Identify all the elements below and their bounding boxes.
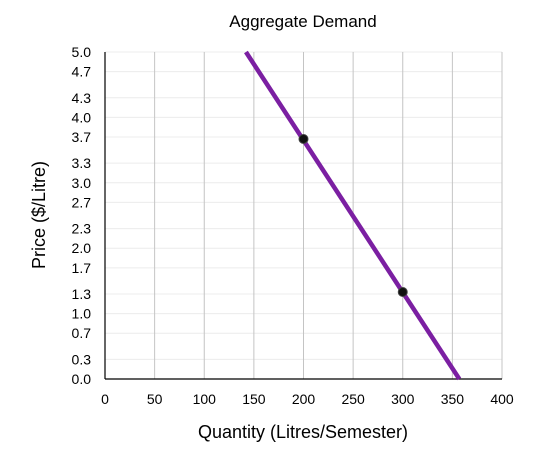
y-tick-labels: 0.0 0.3 0.7 1.0 1.3 1.7 2.0 2.3 2.7 3.0 3.3 3.7 4.0 4… [72, 44, 92, 387]
x-axis-label: Quantity (Litres/Semester) [198, 422, 408, 442]
y-tick-label: 2.3 [72, 221, 92, 237]
chart-title: Aggregate Demand [229, 12, 376, 31]
x-tick-label: 300 [391, 391, 415, 407]
y-tick-label: 4.3 [72, 90, 92, 106]
y-tick-label: 1.7 [72, 260, 92, 276]
y-tick-label: 4.0 [72, 109, 92, 125]
y-tick-label: 3.0 [72, 175, 92, 191]
x-tick-label: 250 [341, 391, 365, 407]
y-tick-label: 2.7 [72, 194, 92, 210]
y-tick-label: 0.7 [72, 325, 92, 341]
x-tick-label: 400 [490, 391, 514, 407]
y-tick-label: 3.7 [72, 129, 92, 145]
data-point [298, 133, 309, 144]
x-tick-labels: 0 50 100 150 200 250 300 350 400 [101, 391, 514, 407]
y-tick-label: 2.0 [72, 240, 92, 256]
series-layer [244, 50, 462, 381]
x-tick-label: 50 [147, 391, 163, 407]
x-tick-label: 0 [101, 391, 109, 407]
y-tick-label: 1.3 [72, 286, 92, 302]
y-tick-label: 5.0 [72, 44, 92, 60]
data-point [397, 287, 408, 298]
demand-curve [244, 50, 462, 381]
y-tick-label: 3.3 [72, 155, 92, 171]
x-tick-label: 150 [242, 391, 266, 407]
y-tick-label: 1.0 [72, 306, 92, 322]
grid [105, 51, 503, 379]
x-tick-label: 100 [193, 391, 217, 407]
x-tick-label: 200 [292, 391, 316, 407]
y-tick-label: 0.0 [72, 371, 92, 387]
y-tick-label: 4.7 [72, 64, 92, 80]
y-tick-label: 0.3 [72, 351, 92, 367]
x-tick-label: 350 [441, 391, 465, 407]
y-axis-label: Price ($/Litre) [29, 161, 49, 269]
markers-layer [298, 133, 408, 298]
axes [104, 52, 502, 380]
